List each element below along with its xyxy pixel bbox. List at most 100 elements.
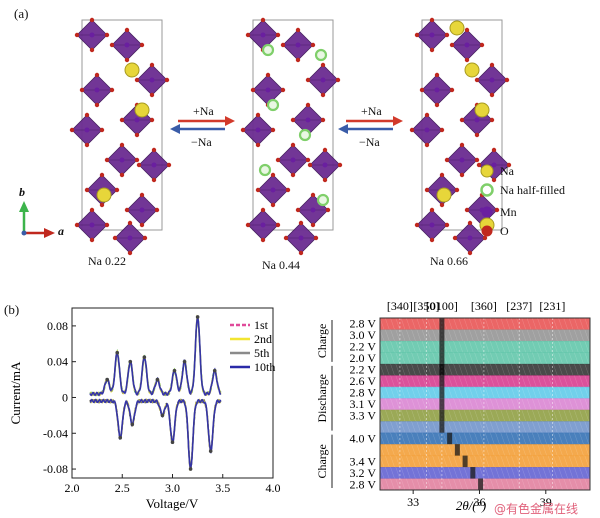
xrd-band-texture [521,432,526,445]
xrd-band-texture [495,375,500,387]
arrow-2-top-label: +Na [361,104,382,118]
xrd-band-texture [458,455,463,468]
xrd-band-texture [469,432,474,445]
cv-peak-point [115,350,120,355]
xrd-band-texture [563,455,568,468]
xrd-xlabel: 2θ/(°) [456,498,486,513]
xrd-band-texture [463,444,469,456]
xrd-band-texture [584,444,589,456]
o-atom [504,77,510,83]
xrd-band-texture [469,421,474,433]
xrd-band-texture [421,352,427,364]
xrd-band-texture [490,317,495,330]
o-atom [124,207,130,213]
o-atom [99,202,105,208]
xrd-band-texture [448,340,453,353]
xrd-band-texture [532,444,537,456]
o-atom [99,127,105,133]
o-atom [84,142,90,148]
xrd-reflection-label: [360] [471,299,497,313]
xrd-voltage-label: 3.0 V [350,328,377,342]
xrd-band-texture [406,386,411,399]
xrd-band-texture [416,375,421,387]
o-atom [89,47,95,53]
o-atom [424,112,430,118]
xrd-band-texture [453,432,458,445]
xrd-band-texture [474,352,479,364]
xrd-band-texture [526,444,532,456]
xrd-band-texture [458,409,463,422]
xrd-band-texture [532,398,537,410]
xrd-band-texture [395,421,400,433]
xrd-band-texture [553,375,558,387]
xrd-band-texture [579,478,584,491]
o-atom [290,172,296,178]
o-atom [489,62,495,68]
o-atom [434,102,440,108]
xrd-band-texture [395,363,400,376]
o-atom [270,202,276,208]
xrd-band-texture [547,455,553,468]
o-atom [305,102,311,108]
xrd-band-texture [521,409,526,422]
xrd-band-texture [568,409,574,422]
xrd-band-texture [553,317,558,330]
xrd-band-texture [553,340,558,353]
xrd-band-texture [495,329,500,341]
xrd-band-texture [495,432,500,445]
xrd-band-texture [427,386,432,399]
xrd-band-texture [406,478,411,491]
mn-atom [320,77,326,83]
cv-xtick-label: 3.5 [215,481,230,495]
xrd-band-texture [574,363,579,376]
xrd-band-texture [500,455,505,468]
xrd-band-texture [469,455,474,468]
xrd-band-texture [574,317,579,330]
o-atom [124,27,130,33]
o-atom [429,237,435,243]
xrd-band-texture [584,478,589,491]
xrd-band-texture [537,317,542,330]
o-atom [290,142,296,148]
xrd-band-texture [500,375,505,387]
xrd-band-texture [453,363,458,376]
arrow-1-bottom-label: −Na [191,135,212,149]
xrd-band-texture [500,409,505,422]
xrd-voltage-label: 2.8 V [350,317,377,331]
cv-ytick-label: 0.08 [47,319,68,333]
xrd-band-texture [385,444,390,456]
xrd-band-texture [500,340,505,353]
xrd-band-texture [505,467,511,479]
xrd-band-texture [385,467,390,479]
xrd-band-texture [406,375,411,387]
o-atom [250,87,256,93]
xrd-band-texture [469,363,474,376]
xrd-voltage-label: 2.0 V [350,351,377,365]
xrd-band-texture [521,455,526,468]
xrd-band-texture [379,340,385,353]
xrd-voltage-label: 3.2 V [350,466,377,480]
xrd-band-texture [400,352,406,364]
xrd-band-texture [463,432,469,445]
xrd-band-texture [400,444,406,456]
cv-ytick-label: 0 [62,390,68,404]
xrd-band-texture [490,340,495,353]
xrd-band-texture [532,421,537,433]
xrd-band-texture [432,317,437,330]
xrd-band-texture [484,467,490,479]
o-atom [119,117,125,123]
xrd-band-texture [448,455,453,468]
xrd-band-texture [458,317,463,330]
o-atom [467,250,473,256]
xrd-band-texture [490,352,495,364]
mn-atom [310,207,316,213]
mn-atom [89,222,95,228]
mn-atom [434,87,440,93]
xrd-band-texture [579,467,584,479]
xrd-band-texture [500,421,505,433]
mn-atom [270,187,276,193]
xrd-band-texture [379,478,385,491]
xrd-band-texture [479,455,484,468]
xrd-band-texture [516,409,521,422]
xrd-band-texture [421,340,427,353]
